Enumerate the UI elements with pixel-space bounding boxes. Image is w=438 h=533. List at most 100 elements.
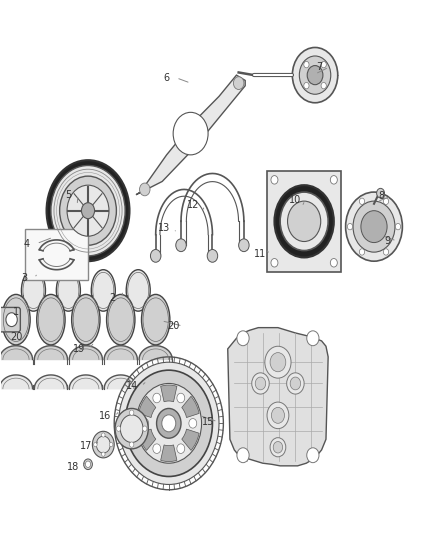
Polygon shape xyxy=(136,75,245,195)
Circle shape xyxy=(307,331,319,346)
Circle shape xyxy=(383,198,389,205)
Circle shape xyxy=(233,77,244,90)
Circle shape xyxy=(307,448,319,463)
Circle shape xyxy=(136,383,201,463)
Circle shape xyxy=(67,185,109,236)
Polygon shape xyxy=(69,346,102,360)
Circle shape xyxy=(321,61,326,68)
Circle shape xyxy=(271,259,278,267)
Text: 12: 12 xyxy=(187,200,199,211)
Circle shape xyxy=(307,66,323,85)
Ellipse shape xyxy=(2,294,30,345)
Circle shape xyxy=(130,442,134,447)
Wedge shape xyxy=(138,429,156,450)
Text: 4: 4 xyxy=(24,239,30,248)
Circle shape xyxy=(383,249,389,255)
Circle shape xyxy=(292,47,338,103)
Circle shape xyxy=(330,259,337,267)
Ellipse shape xyxy=(141,294,170,345)
Text: 2: 2 xyxy=(109,293,115,303)
Polygon shape xyxy=(0,346,32,360)
Polygon shape xyxy=(228,328,328,466)
Text: 11: 11 xyxy=(254,249,267,259)
Ellipse shape xyxy=(91,270,115,311)
Wedge shape xyxy=(161,445,177,462)
Circle shape xyxy=(143,426,147,431)
Circle shape xyxy=(290,377,300,390)
Circle shape xyxy=(299,56,331,94)
Circle shape xyxy=(81,203,95,219)
Text: 3: 3 xyxy=(21,273,28,283)
Circle shape xyxy=(115,408,148,449)
Bar xyxy=(25,229,88,280)
Text: 10: 10 xyxy=(289,195,301,205)
Circle shape xyxy=(287,373,304,394)
Circle shape xyxy=(304,61,309,68)
Circle shape xyxy=(177,393,185,403)
Circle shape xyxy=(84,459,92,470)
Circle shape xyxy=(130,410,134,415)
Circle shape xyxy=(153,393,161,403)
Text: 5: 5 xyxy=(65,190,71,200)
Circle shape xyxy=(265,346,291,378)
Polygon shape xyxy=(139,375,172,389)
Text: 15: 15 xyxy=(202,417,214,427)
Ellipse shape xyxy=(126,270,150,311)
Circle shape xyxy=(140,183,150,196)
Circle shape xyxy=(156,408,181,438)
Text: 17: 17 xyxy=(80,441,92,451)
Circle shape xyxy=(330,175,337,184)
Circle shape xyxy=(346,192,403,261)
Circle shape xyxy=(353,201,395,252)
Circle shape xyxy=(125,370,212,477)
Ellipse shape xyxy=(72,294,100,345)
Text: 20: 20 xyxy=(10,332,22,342)
Text: 6: 6 xyxy=(163,73,170,83)
Text: 8: 8 xyxy=(378,191,385,201)
Bar xyxy=(267,171,341,272)
Circle shape xyxy=(173,112,208,155)
Polygon shape xyxy=(0,375,32,389)
Polygon shape xyxy=(104,346,138,360)
Text: 18: 18 xyxy=(67,462,79,472)
Polygon shape xyxy=(139,346,172,360)
Circle shape xyxy=(177,444,185,454)
Circle shape xyxy=(92,431,114,458)
Circle shape xyxy=(347,223,353,230)
Circle shape xyxy=(270,438,286,457)
Circle shape xyxy=(153,444,161,454)
Ellipse shape xyxy=(37,294,65,345)
Text: 13: 13 xyxy=(158,223,170,233)
Circle shape xyxy=(207,249,218,262)
Polygon shape xyxy=(104,375,138,389)
Circle shape xyxy=(321,83,326,89)
Polygon shape xyxy=(68,227,88,235)
Circle shape xyxy=(176,239,186,252)
Circle shape xyxy=(272,407,285,423)
Circle shape xyxy=(162,415,176,432)
Circle shape xyxy=(280,192,328,251)
Wedge shape xyxy=(182,429,199,450)
Circle shape xyxy=(141,418,149,428)
Circle shape xyxy=(102,452,105,456)
FancyBboxPatch shape xyxy=(0,308,20,332)
Circle shape xyxy=(252,373,269,394)
Circle shape xyxy=(237,448,249,463)
Circle shape xyxy=(255,377,266,390)
Text: 1: 1 xyxy=(13,306,19,317)
Circle shape xyxy=(120,415,143,442)
Text: 20: 20 xyxy=(167,321,179,331)
Text: 16: 16 xyxy=(99,411,112,422)
Circle shape xyxy=(51,165,125,256)
Wedge shape xyxy=(161,385,177,402)
Circle shape xyxy=(102,433,105,437)
Ellipse shape xyxy=(57,270,81,311)
Circle shape xyxy=(46,160,130,261)
Circle shape xyxy=(273,441,283,453)
Circle shape xyxy=(60,176,117,245)
Polygon shape xyxy=(69,375,102,389)
Circle shape xyxy=(117,426,121,431)
Circle shape xyxy=(85,461,91,467)
Circle shape xyxy=(110,442,113,447)
Circle shape xyxy=(96,436,110,453)
